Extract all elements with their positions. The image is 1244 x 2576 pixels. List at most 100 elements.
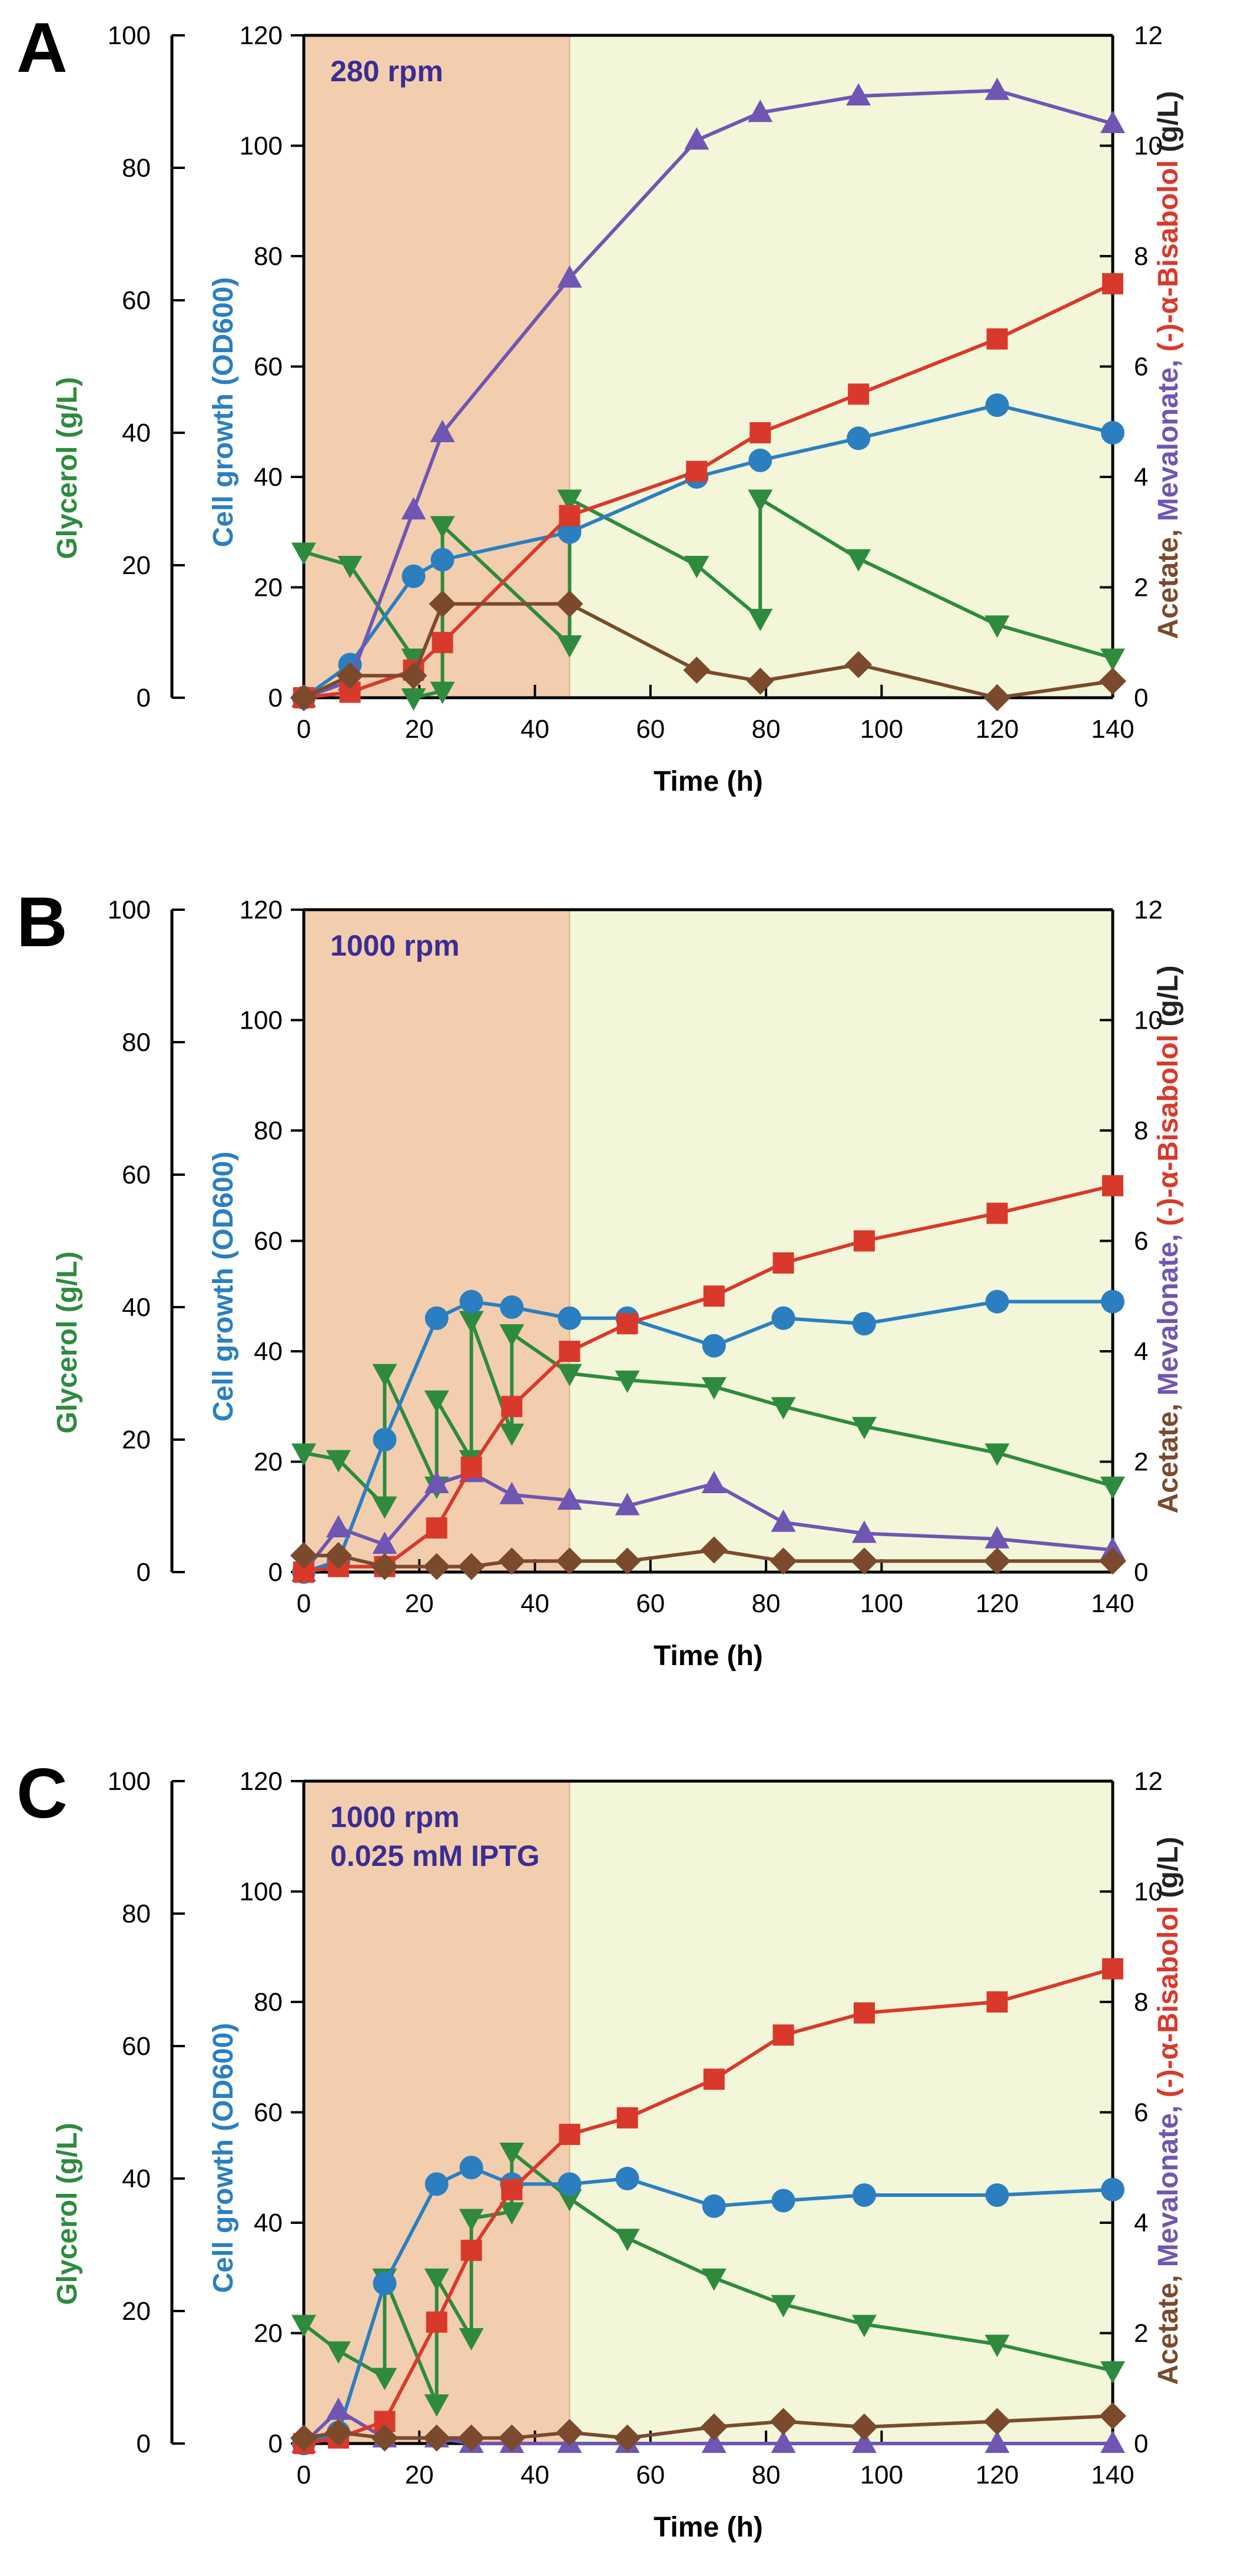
mevalonate-line bbox=[303, 88, 1113, 699]
right-axis-title-acetate: Acetate, bbox=[1153, 2267, 1184, 2385]
cell-tick-label: 80 bbox=[254, 1988, 283, 2017]
glycerol-point bbox=[684, 556, 709, 578]
right-tick-label: 10 bbox=[1134, 132, 1163, 161]
x-tick-label: 140 bbox=[1091, 2461, 1134, 2489]
glycerol-tick-label: 80 bbox=[122, 1028, 151, 1057]
acetate-point bbox=[983, 2408, 1011, 2435]
glycerol-axis-title: Glycerol (g/L) bbox=[52, 2123, 83, 2305]
x-tick-label: 80 bbox=[752, 1589, 781, 1618]
glycerol-point bbox=[372, 1496, 397, 1519]
x-tick-label: 120 bbox=[976, 1589, 1019, 1618]
cell-tick-label: 120 bbox=[240, 21, 283, 50]
cell-tick-label: 60 bbox=[254, 1227, 283, 1256]
glycerol-point bbox=[499, 1423, 525, 1446]
glycerol-point bbox=[430, 681, 455, 704]
acetate-point bbox=[613, 1547, 641, 1575]
glycerol-point bbox=[291, 542, 316, 565]
glycerol-point bbox=[372, 1364, 397, 1387]
glycerol-point bbox=[984, 615, 1010, 638]
cell-tick-label: 0 bbox=[268, 684, 283, 712]
fedbatch-phase-background bbox=[569, 1781, 1113, 2444]
mevalonate-point bbox=[615, 1493, 640, 1516]
panel-letter: B bbox=[16, 883, 68, 962]
mevalonate-point bbox=[701, 2431, 727, 2453]
mevalonate-point bbox=[984, 2431, 1010, 2453]
cell-growth-point bbox=[748, 448, 772, 472]
glycerol-point bbox=[1100, 648, 1125, 671]
cell-growth-point bbox=[558, 1306, 582, 1330]
bisabolol-point bbox=[686, 460, 708, 482]
acetate-point bbox=[429, 590, 456, 618]
glycerol-tick-label: 60 bbox=[122, 1161, 151, 1189]
cell-growth-point bbox=[373, 2272, 397, 2296]
glycerol-point bbox=[326, 2341, 351, 2364]
bisabolol-point bbox=[426, 2311, 447, 2333]
bisabolol-point bbox=[986, 1202, 1008, 1224]
glycerol-tick-label: 0 bbox=[137, 1558, 151, 1587]
glycerol-point bbox=[291, 2315, 316, 2338]
cell-growth-line bbox=[303, 403, 1113, 699]
bisabolol-point bbox=[460, 1456, 482, 1478]
glycerol-point bbox=[459, 1311, 484, 1334]
x-tick-label: 140 bbox=[1091, 1589, 1134, 1618]
glycerol-tick-label: 80 bbox=[122, 154, 151, 183]
glycerol-tick-label: 40 bbox=[122, 2164, 151, 2193]
x-tick-label: 40 bbox=[520, 2461, 549, 2489]
acetate-point bbox=[498, 1547, 526, 1575]
right-tick-label: 8 bbox=[1134, 1988, 1148, 2017]
acetate-point bbox=[423, 1553, 450, 1580]
x-tick-label: 20 bbox=[405, 2461, 434, 2489]
x-axis-title: Time (h) bbox=[653, 766, 763, 797]
bisabolol-point bbox=[848, 383, 870, 405]
bisabolol-point bbox=[749, 422, 771, 443]
glycerol-point bbox=[424, 2394, 449, 2417]
acetate-point bbox=[683, 657, 711, 684]
glycerol-tick-label: 40 bbox=[122, 1293, 151, 1322]
glycerol-point bbox=[771, 2295, 796, 2318]
bisabolol-point bbox=[853, 2002, 875, 2024]
right-tick-label: 6 bbox=[1134, 1227, 1148, 1256]
mevalonate-point bbox=[499, 1481, 525, 1504]
right-tick-label: 8 bbox=[1134, 1116, 1148, 1145]
glycerol-point bbox=[984, 2335, 1010, 2358]
acetate-point bbox=[371, 1553, 399, 1580]
glycerol-point bbox=[851, 2315, 877, 2338]
panel-letter: A bbox=[16, 8, 68, 87]
acetate-point bbox=[498, 2424, 526, 2452]
cell-growth-point bbox=[402, 564, 426, 588]
glycerol-point bbox=[557, 2189, 582, 2212]
bisabolol-point bbox=[772, 1252, 794, 1274]
x-tick-label: 40 bbox=[520, 1589, 549, 1618]
cell-tick-label: 60 bbox=[254, 353, 283, 382]
cell-growth-point bbox=[615, 2167, 639, 2190]
mevalonate-point bbox=[984, 1526, 1010, 1549]
glycerol-point bbox=[701, 1377, 727, 1400]
glycerol-tick-label: 100 bbox=[108, 21, 151, 50]
right-axis-title-bisabolol: (-)-α-Bisabolol bbox=[1153, 1906, 1184, 2097]
glycerol-point bbox=[1100, 2361, 1125, 2384]
bisabolol-point bbox=[703, 1285, 725, 1307]
acetate-point bbox=[457, 2424, 485, 2452]
right-axis-title-acetate: Acetate, bbox=[1153, 1395, 1184, 1513]
glycerol-point bbox=[557, 1364, 582, 1387]
glycerol-point bbox=[557, 635, 582, 658]
x-tick-label: 100 bbox=[860, 715, 903, 744]
glycerol-axis-title: Glycerol (g/L) bbox=[52, 1251, 83, 1433]
mevalonate-point bbox=[851, 2431, 877, 2453]
mevalonate-point bbox=[1100, 111, 1125, 133]
glycerol-point bbox=[615, 1370, 640, 1393]
right-axis-title-bisabolol: (-)-α-Bisabolol bbox=[1153, 1035, 1184, 1226]
glycerol-tick-label: 40 bbox=[122, 419, 151, 447]
cell-growth-point bbox=[373, 1428, 397, 1451]
right-tick-label: 0 bbox=[1134, 2429, 1148, 2458]
mevalonate-point bbox=[851, 1520, 877, 1543]
right-tick-label: 2 bbox=[1134, 573, 1148, 602]
glycerol-point bbox=[846, 549, 871, 572]
acetate-point bbox=[371, 2424, 399, 2452]
glycerol-tick-label: 60 bbox=[122, 2032, 151, 2061]
mevalonate-point bbox=[424, 1471, 449, 1493]
acetate-point bbox=[400, 662, 427, 689]
